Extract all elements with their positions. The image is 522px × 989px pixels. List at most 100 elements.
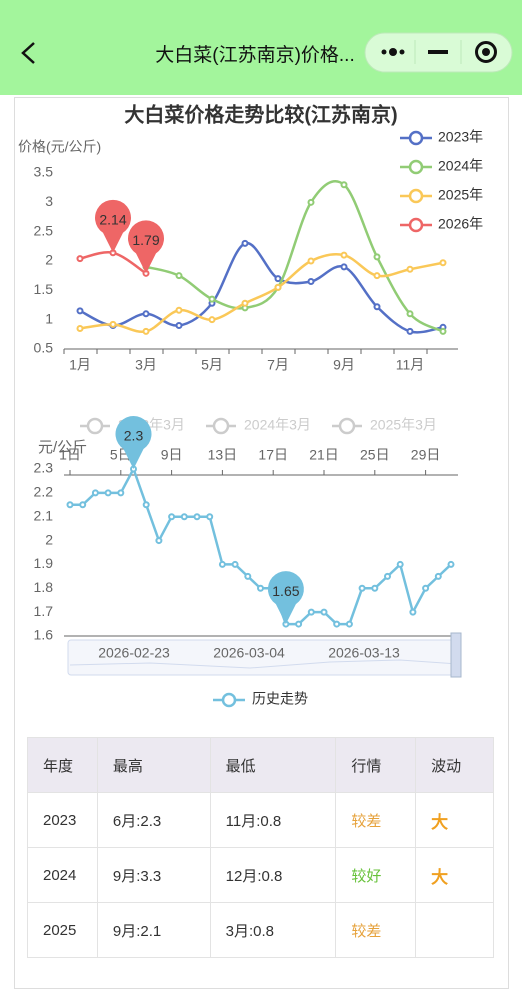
data-point (208, 316, 216, 324)
data-point (406, 310, 414, 318)
data-point (117, 489, 125, 497)
zoom-handle[interactable] (450, 632, 462, 678)
legend-label: 2023年 (438, 129, 483, 145)
data-point (208, 295, 216, 303)
table-cell: 大 (415, 792, 494, 848)
minimize-button[interactable] (428, 50, 448, 54)
table-cell: 3月:0.8 (209, 902, 337, 958)
data-point (244, 572, 252, 580)
series-line (79, 242, 444, 334)
data-point (91, 489, 99, 497)
close-button[interactable] (475, 41, 497, 63)
data-point (422, 584, 430, 592)
series-line (70, 465, 452, 626)
data-point (142, 501, 150, 509)
data-point (257, 584, 264, 592)
data-point (76, 307, 84, 315)
table-cell: 6月:2.3 (96, 792, 211, 848)
zoom-label: 2026-03-04 (213, 645, 285, 661)
back-button[interactable] (21, 42, 35, 64)
data-point (406, 265, 414, 273)
table-cell: 大 (415, 847, 494, 903)
legend-label: 2024年 (438, 158, 483, 174)
x-tick-label: 5月 (201, 357, 223, 373)
y-tick-label: 3 (45, 193, 53, 209)
data-point (241, 239, 249, 247)
table-cell: 9月:2.1 (96, 902, 211, 958)
legend-marker (408, 217, 424, 233)
legend-label: 历史走势 (252, 691, 308, 707)
legend-marker (408, 159, 424, 175)
data-point (307, 198, 315, 206)
data-point (218, 560, 226, 568)
zoom-preview (69, 659, 459, 669)
data-point (175, 272, 183, 280)
data-point (434, 572, 442, 580)
data-point (345, 620, 353, 628)
table-row: 2023 6月:2.3 11月:0.8 较差大 (27, 792, 494, 848)
data-point (406, 327, 414, 335)
nav-icons (21, 32, 513, 73)
pin-label: 2.3 (124, 428, 144, 444)
x-tick-label: 3月 (135, 357, 157, 373)
data-point (447, 560, 455, 568)
x-tick-label: 1月 (69, 357, 91, 373)
header-cell: 波动 (415, 737, 494, 793)
data-point (274, 283, 282, 291)
y-tick-label: 3.5 (34, 164, 54, 180)
data-point (340, 181, 348, 189)
y-tick-label: 2.3 (34, 460, 54, 476)
x-tick-label: 9月 (333, 357, 355, 373)
data-point (333, 620, 341, 628)
pin-label: 2.14 (99, 211, 126, 227)
y-tick-label: 2.2 (34, 484, 54, 500)
pin-marker (128, 220, 165, 274)
data-point (373, 303, 381, 311)
y-tick-label: 1.7 (34, 603, 54, 619)
legend-marker (221, 692, 237, 708)
legend-marker (408, 130, 424, 146)
data-point (175, 306, 183, 314)
header-cell: 最高 (96, 737, 211, 793)
legend-marker (408, 188, 424, 204)
y-axis-label: 元/公斤 (38, 439, 87, 456)
data-point (358, 584, 366, 592)
table-cell: 较差 (335, 792, 417, 848)
data-point (320, 608, 328, 616)
table-cell: 2023 (27, 792, 98, 848)
x-tick-label: 11月 (396, 357, 425, 373)
data-point (371, 584, 379, 592)
x-tick-label: 7月 (267, 357, 289, 373)
pin-marker (95, 199, 131, 253)
nav-bar: 大白菜(江苏南京)价格... (0, 0, 522, 95)
table-row: 2024 9月:3.3 12月:0.8 较好大 (27, 847, 494, 903)
data-point (396, 560, 404, 568)
legend-marker (338, 417, 356, 435)
legend-label[interactable]: 2024年3月 (244, 417, 311, 433)
summary-table: 年度 最高 最低 行情 波动 2023 6月:2.3 11月:0.8 较差大 2024 9月:3.3… (27, 737, 494, 958)
charts: 大白菜价格走势比较(江苏南京) 价格(元/公斤) 0.5 1 1.5 2 2.5 3 3.5 1月… (18, 102, 483, 708)
page-title: 大白菜(江苏南京)价格... (155, 45, 355, 66)
data-point (307, 278, 315, 286)
x-tick-label: 1日 (59, 447, 81, 463)
table-cell: 较好 (335, 847, 417, 903)
y-tick-label: 1.6 (34, 627, 54, 643)
pin-marker (267, 571, 304, 625)
x-tick-label: 13日 (208, 447, 238, 463)
header-cell: 最低 (209, 737, 337, 793)
table-cell: 9月:3.3 (96, 847, 211, 903)
data-point (76, 324, 84, 332)
table-cell: 2024 (27, 847, 98, 903)
pin-marker (115, 416, 152, 469)
data-point (340, 263, 348, 271)
legend-label[interactable]: 2025年3月 (370, 417, 437, 433)
y-tick-label: 2 (45, 252, 53, 268)
table-cell: 2025 (27, 902, 98, 958)
data-point (340, 251, 348, 259)
pin-label: 1.65 (272, 583, 299, 599)
x-tick-label: 29日 (411, 447, 441, 463)
data-point (384, 572, 391, 580)
data-point (295, 620, 303, 628)
legend-label: 2026年 (438, 216, 483, 232)
